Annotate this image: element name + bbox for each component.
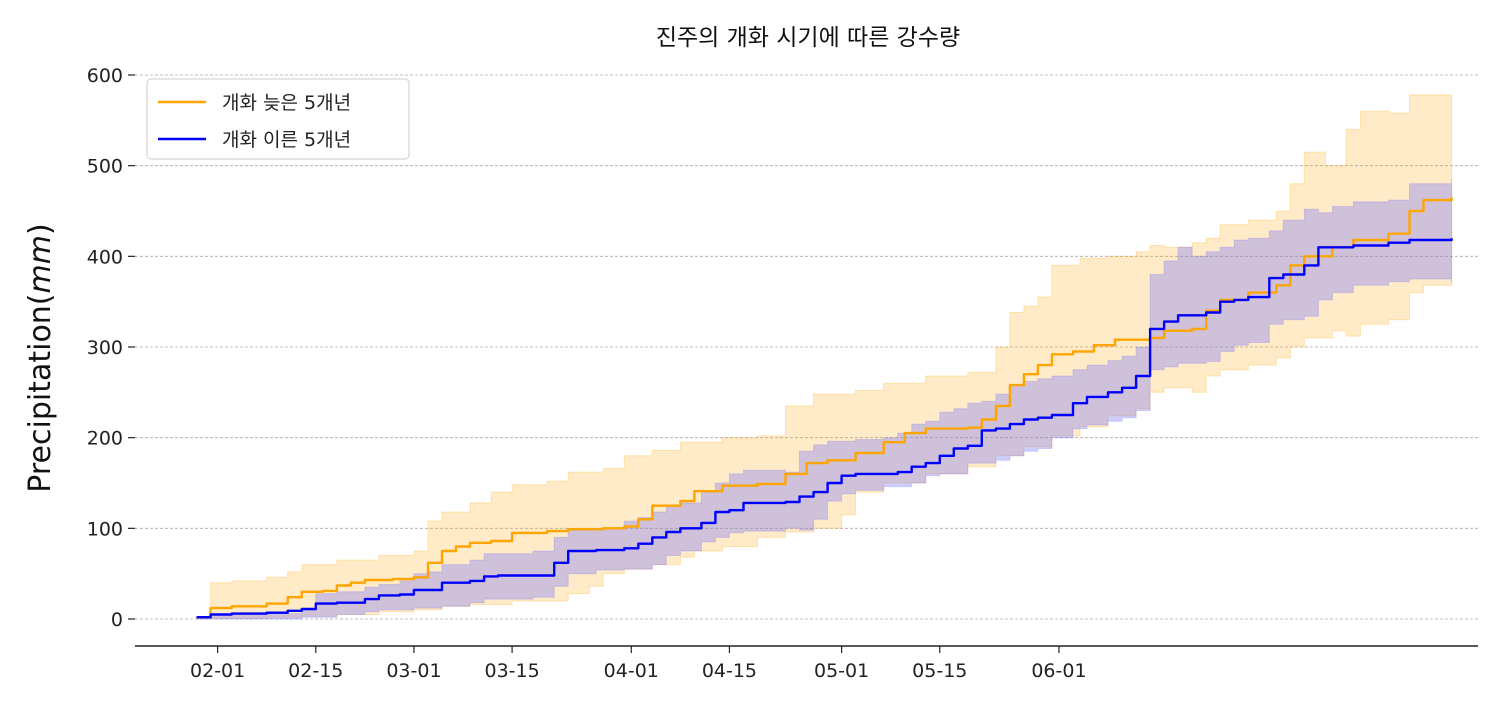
band-series-0 <box>196 94 1453 620</box>
y-axis-label-text: Precipitation <box>23 305 58 493</box>
x-tick-label-03-15: 03-15 <box>484 660 539 682</box>
band-layer <box>196 94 1453 620</box>
x-tick-label-04-15: 04-15 <box>702 660 757 682</box>
y-tick-label-300: 300 <box>87 337 123 359</box>
x-tick-label-05-01: 05-01 <box>814 660 869 682</box>
y-axis-label-close-paren: ) <box>23 223 58 235</box>
x-tick-label-06-01: 06-01 <box>1031 660 1086 682</box>
y-tick-label-500: 500 <box>87 156 123 178</box>
y-axis-label: Precipitation(mm) <box>23 223 58 492</box>
y-tick-label-0: 0 <box>111 609 123 631</box>
y-tick-label-400: 400 <box>87 246 123 268</box>
y-ticks: 0 100 200 300 400 500 600 <box>87 65 135 631</box>
grid-lines <box>135 74 1478 620</box>
legend-frame <box>146 78 410 160</box>
x-tick-label-02-01: 02-01 <box>190 660 245 682</box>
x-tick-label-04-01: 04-01 <box>604 660 659 682</box>
y-tick-label-600: 600 <box>87 65 123 87</box>
legend: 개화 늦은 5개년 개화 이른 5개년 <box>146 78 410 160</box>
line-layer <box>196 197 1453 619</box>
line-series-1 <box>196 238 1453 619</box>
y-tick-label-200: 200 <box>87 428 123 450</box>
x-ticks: 02-01 02-15 03-01 03-15 04-01 04-15 05-01 05-15… <box>190 646 1087 682</box>
line-series-0 <box>196 197 1453 619</box>
legend-label-late: 개화 늦은 5개년 <box>222 92 351 114</box>
chart-title: 진주의 개화 시기에 따른 강수량 <box>656 25 960 51</box>
y-tick-label-100: 100 <box>87 518 123 540</box>
axes <box>135 645 1478 647</box>
x-tick-label-03-01: 03-01 <box>386 660 441 682</box>
y-axis-label-open-paren: ( <box>23 293 58 305</box>
legend-label-early: 개화 이른 5개년 <box>222 129 351 151</box>
x-tick-label-05-15: 05-15 <box>912 660 967 682</box>
x-tick-label-02-15: 02-15 <box>288 660 343 682</box>
y-axis-label-unit: mm <box>23 235 58 293</box>
